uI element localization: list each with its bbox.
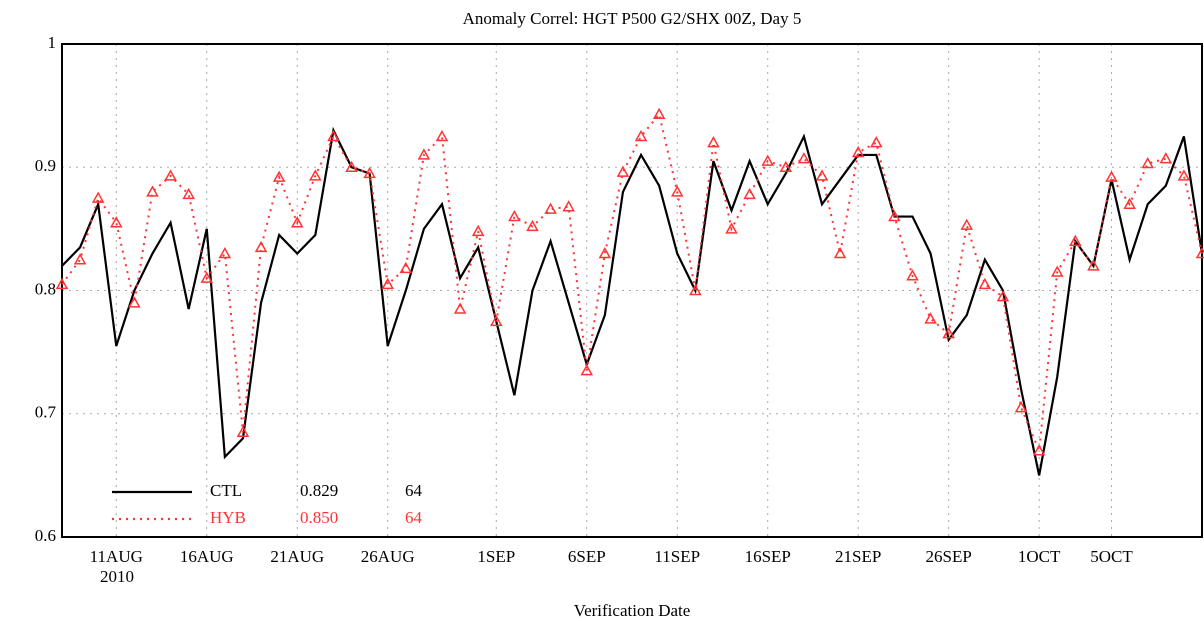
point-marker: [73, 253, 87, 265]
series-line: [61, 112, 1203, 452]
point-marker: [110, 216, 123, 228]
point-marker: [508, 210, 521, 222]
point-marker: [1014, 401, 1028, 413]
x-tick-label: 26SEP: [926, 547, 972, 566]
point-marker: [381, 277, 394, 290]
point-marker: [743, 187, 756, 200]
point-marker: [218, 246, 232, 259]
chart-title: Anomaly Correl: HGT P500 G2/SHX 00Z, Day…: [463, 9, 802, 28]
point-marker: [851, 145, 865, 158]
point-marker: [1195, 246, 1204, 259]
point-marker: [309, 169, 322, 181]
x-tick-label: 1SEP: [477, 547, 515, 566]
point-marker: [1069, 234, 1082, 246]
point-marker: [146, 185, 159, 197]
point-marker: [996, 290, 1010, 302]
point-marker: [55, 277, 69, 290]
point-marker: [562, 200, 575, 212]
x-tick-label: 5OCT: [1090, 547, 1133, 566]
point-marker: [906, 269, 919, 281]
point-marker: [978, 277, 992, 290]
series-line: [61, 126, 1204, 476]
year-label: 2010: [100, 567, 134, 586]
point-marker: [707, 136, 720, 148]
x-tick-label: 11SEP: [654, 547, 700, 566]
point-marker: [182, 187, 195, 200]
point-marker: [453, 302, 467, 314]
point-marker: [1032, 444, 1046, 456]
legend-count: 64: [405, 481, 423, 500]
point-marker: [1123, 197, 1136, 209]
x-tick-label: 21SEP: [835, 547, 881, 566]
point-marker: [815, 169, 829, 181]
x-tick-label: 1OCT: [1018, 547, 1061, 566]
legend-name: HYB: [210, 508, 246, 527]
y-tick-label: 0.6: [35, 526, 56, 545]
point-marker: [164, 169, 177, 181]
point-marker: [689, 283, 702, 296]
point-marker: [1141, 157, 1154, 169]
legend-score: 0.829: [300, 481, 338, 500]
point-marker: [960, 218, 974, 230]
point-marker: [725, 222, 738, 234]
point-marker: [1087, 259, 1100, 271]
point-marker: [345, 160, 358, 172]
point-marker: [290, 216, 304, 228]
point-marker: [128, 296, 141, 308]
point-marker: [526, 219, 539, 232]
legend-score: 0.850: [300, 508, 338, 527]
point-marker: [363, 166, 376, 179]
point-marker: [616, 165, 630, 177]
y-tick-label: 0.8: [35, 279, 56, 298]
y-tick-label: 0.9: [35, 156, 56, 175]
point-marker: [236, 425, 250, 437]
x-tick-label: 21AUG: [270, 547, 324, 566]
x-tick-label: 16AUG: [180, 547, 234, 566]
point-marker: [1105, 170, 1118, 182]
x-tick-label: 26AUG: [361, 547, 415, 566]
x-tick-label: 16SEP: [745, 547, 791, 566]
y-tick-label: 1: [48, 33, 57, 52]
legend-name: CTL: [210, 481, 242, 500]
point-marker: [417, 148, 431, 160]
point-marker: [924, 312, 937, 324]
point-marker: [254, 240, 268, 253]
x-tick-label: 11AUG: [90, 547, 143, 566]
point-marker: [888, 210, 901, 222]
point-marker: [670, 185, 684, 197]
point-marker: [833, 246, 847, 259]
point-marker: [870, 136, 883, 148]
point-marker: [327, 129, 340, 142]
point-marker: [399, 261, 413, 274]
point-marker: [471, 224, 485, 237]
point-marker: [91, 191, 105, 203]
y-tick-label: 0.7: [35, 403, 57, 422]
point-marker: [490, 314, 503, 327]
point-marker: [1050, 265, 1064, 277]
point-marker: [652, 107, 666, 120]
point-marker: [634, 129, 648, 142]
point-marker: [200, 271, 214, 283]
point-marker: [272, 170, 286, 182]
point-marker: [779, 160, 793, 172]
point-marker: [1159, 152, 1173, 164]
point-marker: [544, 202, 557, 214]
plot-frame: [61, 43, 1203, 538]
point-marker: [580, 364, 594, 376]
x-tick-label: 6SEP: [568, 547, 606, 566]
point-marker: [1177, 169, 1191, 181]
point-marker: [761, 154, 774, 166]
point-marker: [942, 327, 955, 339]
x-axis-label: Verification Date: [574, 601, 691, 620]
point-marker: [797, 152, 811, 164]
point-marker: [435, 129, 449, 142]
legend-count: 64: [405, 508, 423, 527]
point-marker: [598, 246, 612, 259]
